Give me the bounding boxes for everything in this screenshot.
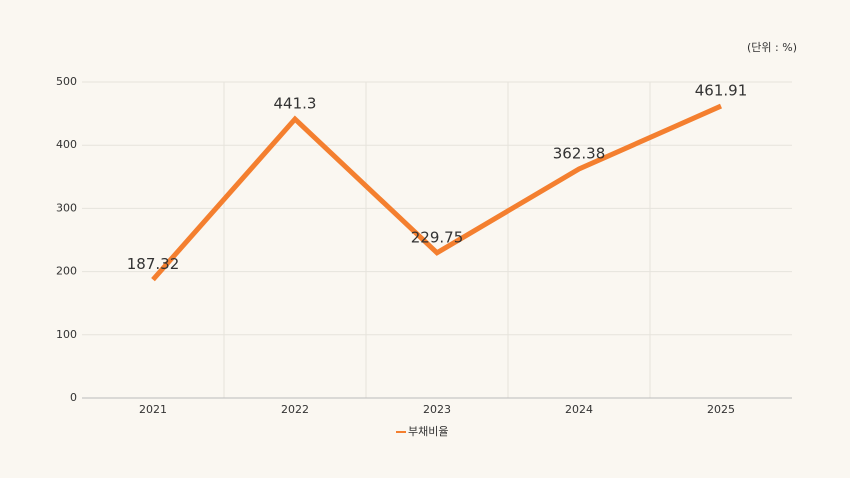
x-tick-label: 2024 (565, 403, 593, 416)
x-tick-label: 2025 (707, 403, 735, 416)
x-tick-label: 2023 (423, 403, 451, 416)
value-label: 461.91 (695, 82, 748, 100)
y-tick-label: 400 (56, 138, 77, 151)
x-tick-label: 2021 (139, 403, 167, 416)
value-label: 362.38 (553, 144, 606, 162)
y-tick-label: 500 (56, 75, 77, 88)
y-tick-label: 0 (70, 391, 77, 404)
value-label: 187.32 (127, 255, 180, 273)
value-label: 441.3 (274, 95, 317, 113)
line (151, 103, 723, 282)
y-tick-label: 300 (56, 201, 77, 214)
value-label: 229.75 (411, 228, 464, 246)
y-tick-label: 200 (56, 265, 77, 278)
legend-label: 부채비율 (408, 425, 448, 438)
unit-note: (단위 : %) (747, 41, 797, 54)
x-tick-label: 2022 (281, 403, 309, 416)
y-tick-label: 100 (56, 328, 77, 341)
